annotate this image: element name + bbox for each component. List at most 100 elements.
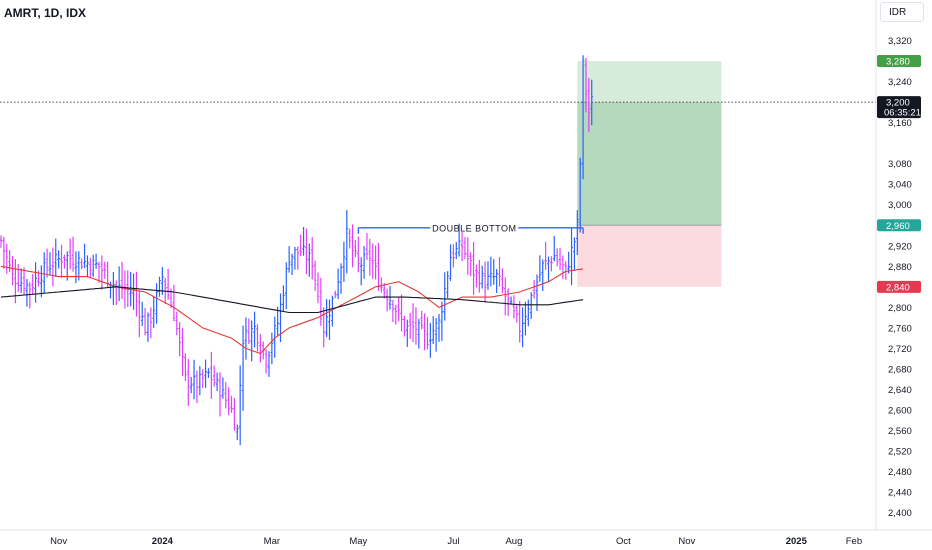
price-bar xyxy=(25,279,29,307)
price-bar xyxy=(244,317,248,360)
price-bar xyxy=(270,332,274,365)
price-bar xyxy=(385,288,389,312)
price-bar xyxy=(166,268,170,300)
price-bar xyxy=(463,237,467,260)
price-bar xyxy=(62,254,66,269)
price-bar xyxy=(509,296,513,305)
price-bar xyxy=(443,272,447,321)
price-bar xyxy=(123,270,127,309)
profit-filled-zone xyxy=(577,102,722,226)
price-bar xyxy=(518,300,522,343)
price-tick: 2,520 xyxy=(888,447,912,458)
price-bar xyxy=(336,268,340,300)
price-bar xyxy=(417,318,421,349)
price-bar xyxy=(189,376,193,394)
price-tick: 2,920 xyxy=(888,241,912,252)
price-bar xyxy=(460,232,464,262)
price-bar xyxy=(394,304,398,325)
price-bar xyxy=(351,224,354,268)
price-tick: 2,560 xyxy=(888,426,912,437)
price-bar xyxy=(235,424,239,441)
price-bar xyxy=(80,258,84,270)
price-bar xyxy=(377,242,380,291)
price-bar xyxy=(250,320,254,362)
price-bar xyxy=(535,274,539,311)
price-bar xyxy=(212,365,216,387)
price-bar xyxy=(397,296,401,322)
price-bar xyxy=(143,307,147,336)
price-bar xyxy=(57,250,61,269)
price-bar xyxy=(483,261,487,303)
price-bar xyxy=(28,281,32,309)
price-tick: 2,640 xyxy=(888,385,912,396)
price-bar xyxy=(181,328,184,377)
price-bar xyxy=(544,241,548,270)
price-bar xyxy=(328,299,331,341)
price-bar xyxy=(287,245,291,273)
price-bar xyxy=(42,252,46,294)
price-bar xyxy=(198,366,202,396)
price-bar xyxy=(140,301,144,326)
time-tick: Nov xyxy=(678,536,695,547)
price-bar xyxy=(368,238,372,276)
price-bar xyxy=(449,244,452,281)
price-tick: 2,680 xyxy=(888,364,912,375)
price-bar xyxy=(209,351,213,399)
price-bar xyxy=(503,277,507,316)
price-bar xyxy=(60,244,63,278)
price-bar xyxy=(207,368,210,378)
price-bar xyxy=(524,301,527,336)
position-zones xyxy=(0,61,876,287)
price-axis: 2,400 2,440 2,480 2,520 2,560 2,600 2,640 2,680… xyxy=(888,36,912,519)
time-axis: Nov 2024 Mar May Jul Aug Oct Nov 2025 Feb xyxy=(50,536,862,547)
price-bar xyxy=(512,295,516,319)
price-tick: 3,160 xyxy=(888,118,912,129)
price-bar xyxy=(547,256,550,283)
price-bar xyxy=(431,316,435,345)
price-bar xyxy=(310,237,314,280)
price-bar xyxy=(440,301,444,341)
price-tick: 2,720 xyxy=(888,344,912,355)
price-bar xyxy=(218,372,222,417)
price-bar xyxy=(114,280,118,306)
price-bar xyxy=(293,246,297,270)
currency-selector[interactable]: IDR xyxy=(880,2,924,22)
price-bar xyxy=(316,272,320,304)
price-bar xyxy=(457,223,461,257)
price-bar xyxy=(437,313,441,342)
price-bar xyxy=(100,255,104,290)
price-bar xyxy=(405,319,409,347)
price-bar xyxy=(135,271,138,317)
price-bar xyxy=(500,268,504,294)
price-label-bg xyxy=(877,96,921,119)
price-bar xyxy=(74,251,78,284)
price-bar xyxy=(149,307,153,339)
price-bar xyxy=(529,292,533,319)
price-bar xyxy=(570,227,573,286)
price-bar xyxy=(362,246,366,279)
price-bar xyxy=(374,245,378,280)
price-bar xyxy=(506,288,510,317)
price-bar xyxy=(91,254,95,277)
price-tick: 3,240 xyxy=(888,77,912,88)
price-bar xyxy=(267,351,271,377)
price-bar xyxy=(14,259,17,304)
price-bar xyxy=(587,78,591,133)
price-bar xyxy=(120,261,124,300)
loss-zone xyxy=(577,225,722,287)
moving-average-red xyxy=(0,265,584,355)
price-bar xyxy=(253,311,256,348)
price-bar xyxy=(186,359,190,407)
price-bar xyxy=(371,243,375,279)
price-bar xyxy=(146,312,150,342)
price-bar xyxy=(420,310,424,330)
price-bar xyxy=(359,257,363,286)
double-bottom-label: DOUBLE BOTTOM xyxy=(432,223,516,233)
price-tick: 2,400 xyxy=(888,508,912,519)
price-bar xyxy=(39,265,43,298)
price-bar xyxy=(578,157,582,233)
price-tick: 3,040 xyxy=(888,180,912,191)
price-bars xyxy=(0,55,594,446)
price-bar xyxy=(111,272,115,305)
